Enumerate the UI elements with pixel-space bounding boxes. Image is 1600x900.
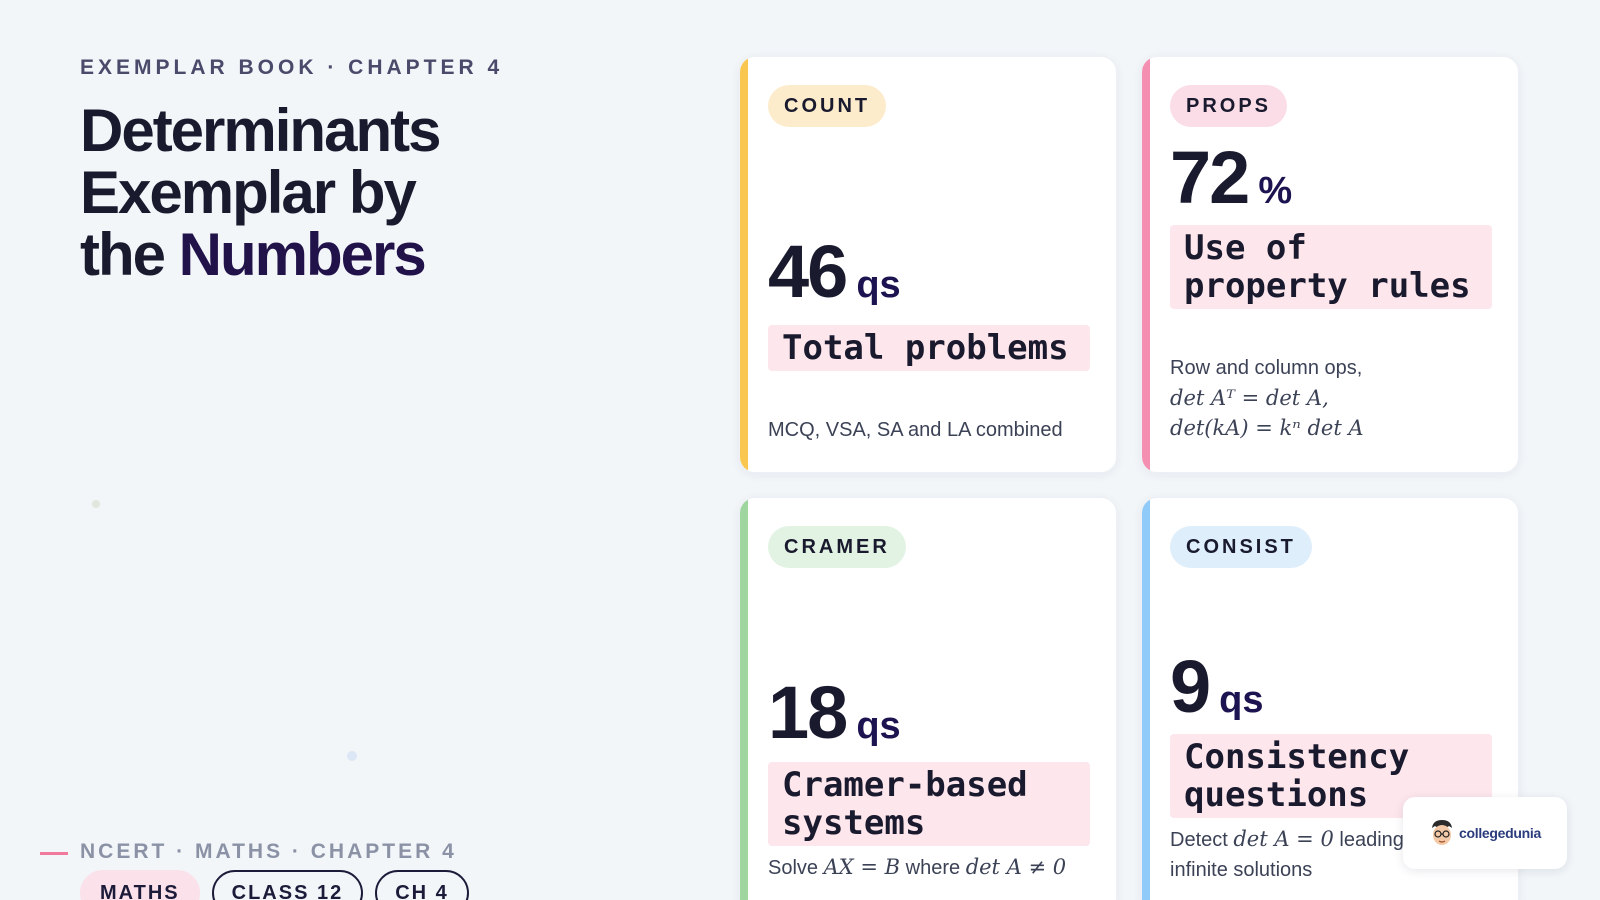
stat-label: Total problems bbox=[768, 325, 1090, 371]
stat-unit: qs bbox=[856, 264, 901, 306]
card-accent-bar bbox=[1142, 57, 1150, 472]
stat-card-props: PROPS 72% Use of property rules Row and … bbox=[1141, 56, 1519, 473]
tag-ch-4[interactable]: CH 4 bbox=[375, 870, 469, 900]
title-plain: the bbox=[80, 221, 179, 288]
stat-card-consist: CONSIST 9 qs Consistency questions Detect… bbox=[1141, 497, 1519, 900]
desc-text: where bbox=[900, 857, 966, 879]
page-title: Determinants Exemplar by the Numbers bbox=[80, 100, 640, 286]
stat-number: 46 bbox=[768, 230, 848, 313]
footer-accent-line bbox=[40, 852, 68, 855]
stat-card-count: COUNT 46 qs Total problems MCQ, VSA, SA a… bbox=[739, 56, 1117, 473]
desc-formula-2: det A ≠ 0 bbox=[965, 855, 1067, 879]
mascot-icon bbox=[1432, 820, 1452, 845]
stat-unit: qs bbox=[1219, 679, 1264, 721]
tag-maths[interactable]: MATHS bbox=[80, 870, 200, 900]
desc-text: Solve bbox=[768, 857, 824, 879]
collegedunia-logo[interactable]: collegedunia bbox=[1403, 797, 1567, 869]
stat-value: 46 qs bbox=[768, 235, 901, 322]
desc-formula-2: det(kA) = kⁿ det A bbox=[1170, 416, 1364, 440]
card-accent-bar bbox=[740, 498, 748, 900]
stat-label: Consistency questions bbox=[1170, 734, 1492, 818]
stat-label: Cramer-based systems bbox=[768, 762, 1090, 846]
tag-class-12[interactable]: CLASS 12 bbox=[211, 870, 364, 900]
stat-unit: % bbox=[1258, 170, 1293, 212]
card-accent-bar bbox=[1142, 498, 1150, 900]
decorative-dot bbox=[92, 500, 100, 508]
logo-text: collegedunia bbox=[1459, 825, 1541, 841]
stat-description: MCQ, VSA, SA and LA combined bbox=[768, 419, 1063, 441]
desc-formula-1: AX = B bbox=[823, 855, 901, 879]
card-tag: PROPS bbox=[1170, 85, 1288, 127]
title-line-1: Determinants bbox=[80, 97, 441, 164]
desc-line-2: infinite solutions bbox=[1170, 859, 1313, 881]
title-line-3: the Numbers bbox=[80, 224, 640, 286]
stat-card-cramer: CRAMER 18 qs Cramer-based systems Solve A… bbox=[739, 497, 1117, 900]
stat-number: 72 bbox=[1170, 136, 1250, 219]
desc-formula-1: det Aᵀ = det A, bbox=[1170, 386, 1329, 410]
footer-text: NCERT · MATHS · CHAPTER 4 bbox=[80, 840, 457, 863]
eyebrow-text: EXEMPLAR BOOK · CHAPTER 4 bbox=[80, 56, 504, 79]
desc-formula-1: det A = 0 bbox=[1233, 827, 1334, 851]
card-accent-bar bbox=[740, 57, 748, 472]
stat-description: Solve AX = B where det A ≠ 0 bbox=[768, 852, 1098, 883]
stat-value: 18 qs bbox=[768, 676, 901, 763]
card-tag: CRAMER bbox=[768, 526, 906, 568]
stat-number: 18 bbox=[768, 671, 848, 754]
stat-value: 9 qs bbox=[1170, 650, 1264, 737]
desc-text: Detect bbox=[1170, 829, 1234, 851]
decorative-dot bbox=[347, 751, 357, 761]
title-line-2: Exemplar by bbox=[80, 159, 417, 226]
hero: EXEMPLAR BOOK · CHAPTER 4 Determinants E… bbox=[80, 56, 640, 286]
stat-value: 72% bbox=[1170, 141, 1292, 228]
card-tag: COUNT bbox=[768, 85, 887, 127]
title-accent: Numbers bbox=[178, 221, 427, 288]
desc-intro: Row and column ops, bbox=[1170, 357, 1363, 379]
stat-unit: qs bbox=[856, 705, 901, 747]
tag-list: MATHS CLASS 12 CH 4 bbox=[80, 870, 469, 900]
stat-number: 9 bbox=[1170, 645, 1211, 728]
stat-label: Use of property rules bbox=[1170, 225, 1492, 309]
stat-description: Row and column ops, det Aᵀ = det A, det(… bbox=[1170, 353, 1500, 443]
card-tag: CONSIST bbox=[1170, 526, 1312, 568]
